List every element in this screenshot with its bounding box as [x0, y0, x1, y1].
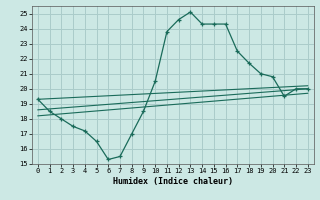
- X-axis label: Humidex (Indice chaleur): Humidex (Indice chaleur): [113, 177, 233, 186]
